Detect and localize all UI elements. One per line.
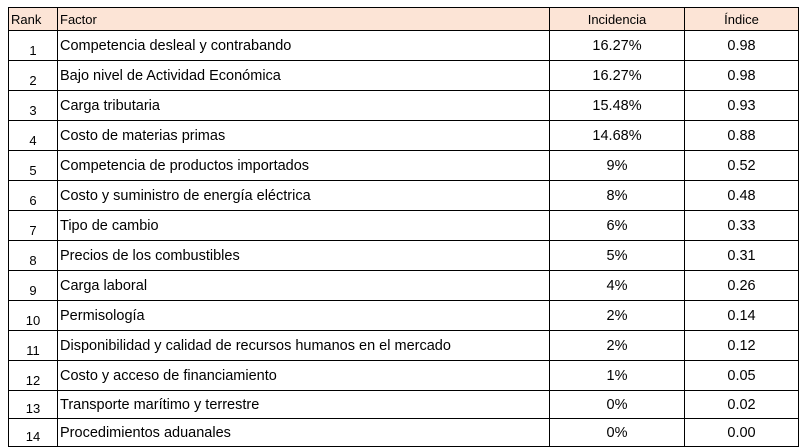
table-cell: Transporte marítimo y terrestre <box>57 390 550 419</box>
table-cell: 8 <box>8 240 58 271</box>
table-cell: 16.27% <box>549 30 685 61</box>
table-cell: 8% <box>549 180 685 211</box>
table-cell: Bajo nivel de Actividad Económica <box>57 60 550 91</box>
table-cell: Carga laboral <box>57 270 550 301</box>
table-cell: 7 <box>8 210 58 241</box>
table-cell: 0% <box>549 390 685 419</box>
table-cell: Costo y acceso de financiamiento <box>57 360 550 391</box>
table-cell: Costo de materias primas <box>57 120 550 151</box>
table-cell: 13 <box>8 390 58 419</box>
table-row: 2 Bajo nivel de Actividad Económica 16.27%… <box>8 60 799 91</box>
table-cell: 3 <box>8 90 58 121</box>
table-cell: 9 <box>8 270 58 301</box>
page: Rank Factor Incidencia Índice 1 Competenc… <box>8 7 799 447</box>
table-cell: Procedimientos aduanales <box>57 418 550 447</box>
table-cell: 11 <box>8 330 58 361</box>
table-cell: 0.98 <box>684 30 799 61</box>
table-cell: 0.48 <box>684 180 799 211</box>
table-cell: Competencia desleal y contrabando <box>57 30 550 61</box>
table-row: 3 Carga tributaria 15.48% 0.93 <box>8 90 799 121</box>
table-cell: 14.68% <box>549 120 685 151</box>
table-row: 11 Disponibilidad y calidad de recursos h… <box>8 330 799 361</box>
table-cell: 15.48% <box>549 90 685 121</box>
table-cell: Tipo de cambio <box>57 210 550 241</box>
table-cell: 0.02 <box>684 390 799 419</box>
table-cell: 2% <box>549 300 685 331</box>
header-cell: Incidencia <box>549 7 685 31</box>
table-cell: 1% <box>549 360 685 391</box>
header-row: Rank Factor Incidencia Índice <box>8 7 799 31</box>
table-cell: 0.00 <box>684 418 799 447</box>
table-cell: 0.93 <box>684 90 799 121</box>
table-cell: 0.88 <box>684 120 799 151</box>
table-cell: Competencia de productos importados <box>57 150 550 181</box>
header-cell: Factor <box>57 7 550 31</box>
table-row: 9 Carga laboral 4% 0.26 <box>8 270 799 301</box>
table-cell: 0.98 <box>684 60 799 91</box>
table-row: 7 Tipo de cambio 6% 0.33 <box>8 210 799 241</box>
table-cell: 0.33 <box>684 210 799 241</box>
table-row: 5 Competencia de productos importados 9% 0.… <box>8 150 799 181</box>
table-row: 14 Procedimientos aduanales 0% 0.00 <box>8 418 799 447</box>
table-row: 8 Precios de los combustibles 5% 0.31 <box>8 240 799 271</box>
table-cell: 6 <box>8 180 58 211</box>
table-cell: 2 <box>8 60 58 91</box>
table-row: 12 Costo y acceso de financiamiento 1% 0.05 <box>8 360 799 391</box>
table-cell: 0.31 <box>684 240 799 271</box>
table-cell: 5 <box>8 150 58 181</box>
table-cell: Permisología <box>57 300 550 331</box>
table-row: 6 Costo y suministro de energía eléctrica… <box>8 180 799 211</box>
table-cell: 9% <box>549 150 685 181</box>
table-row: 13 Transporte marítimo y terrestre 0% 0.02 <box>8 390 799 419</box>
table-cell: Costo y suministro de energía eléctrica <box>57 180 550 211</box>
factor-table: Rank Factor Incidencia Índice 1 Competenc… <box>8 7 799 447</box>
table-cell: 12 <box>8 360 58 391</box>
table-cell: Carga tributaria <box>57 90 550 121</box>
table-cell: 0.12 <box>684 330 799 361</box>
table-cell: 0.26 <box>684 270 799 301</box>
table-cell: Precios de los combustibles <box>57 240 550 271</box>
table-cell: 0.05 <box>684 360 799 391</box>
table-row: 1 Competencia desleal y contrabando 16.27%… <box>8 30 799 61</box>
table-cell: Disponibilidad y calidad de recursos hum… <box>57 330 550 361</box>
table-header: Rank Factor Incidencia Índice <box>8 7 799 31</box>
table-cell: 4 <box>8 120 58 151</box>
table-cell: 1 <box>8 30 58 61</box>
table-cell: 0.14 <box>684 300 799 331</box>
table-cell: 5% <box>549 240 685 271</box>
table-body: 1 Competencia desleal y contrabando 16.27%… <box>8 30 799 447</box>
table-cell: 16.27% <box>549 60 685 91</box>
header-cell: Índice <box>684 7 799 31</box>
header-cell: Rank <box>8 7 58 31</box>
table-row: 10 Permisología 2% 0.14 <box>8 300 799 331</box>
table-cell: 14 <box>8 418 58 447</box>
table-cell: 10 <box>8 300 58 331</box>
table-cell: 0.52 <box>684 150 799 181</box>
table-cell: 4% <box>549 270 685 301</box>
table-row: 4 Costo de materias primas 14.68% 0.88 <box>8 120 799 151</box>
table-cell: 2% <box>549 330 685 361</box>
table-cell: 0% <box>549 418 685 447</box>
table-cell: 6% <box>549 210 685 241</box>
